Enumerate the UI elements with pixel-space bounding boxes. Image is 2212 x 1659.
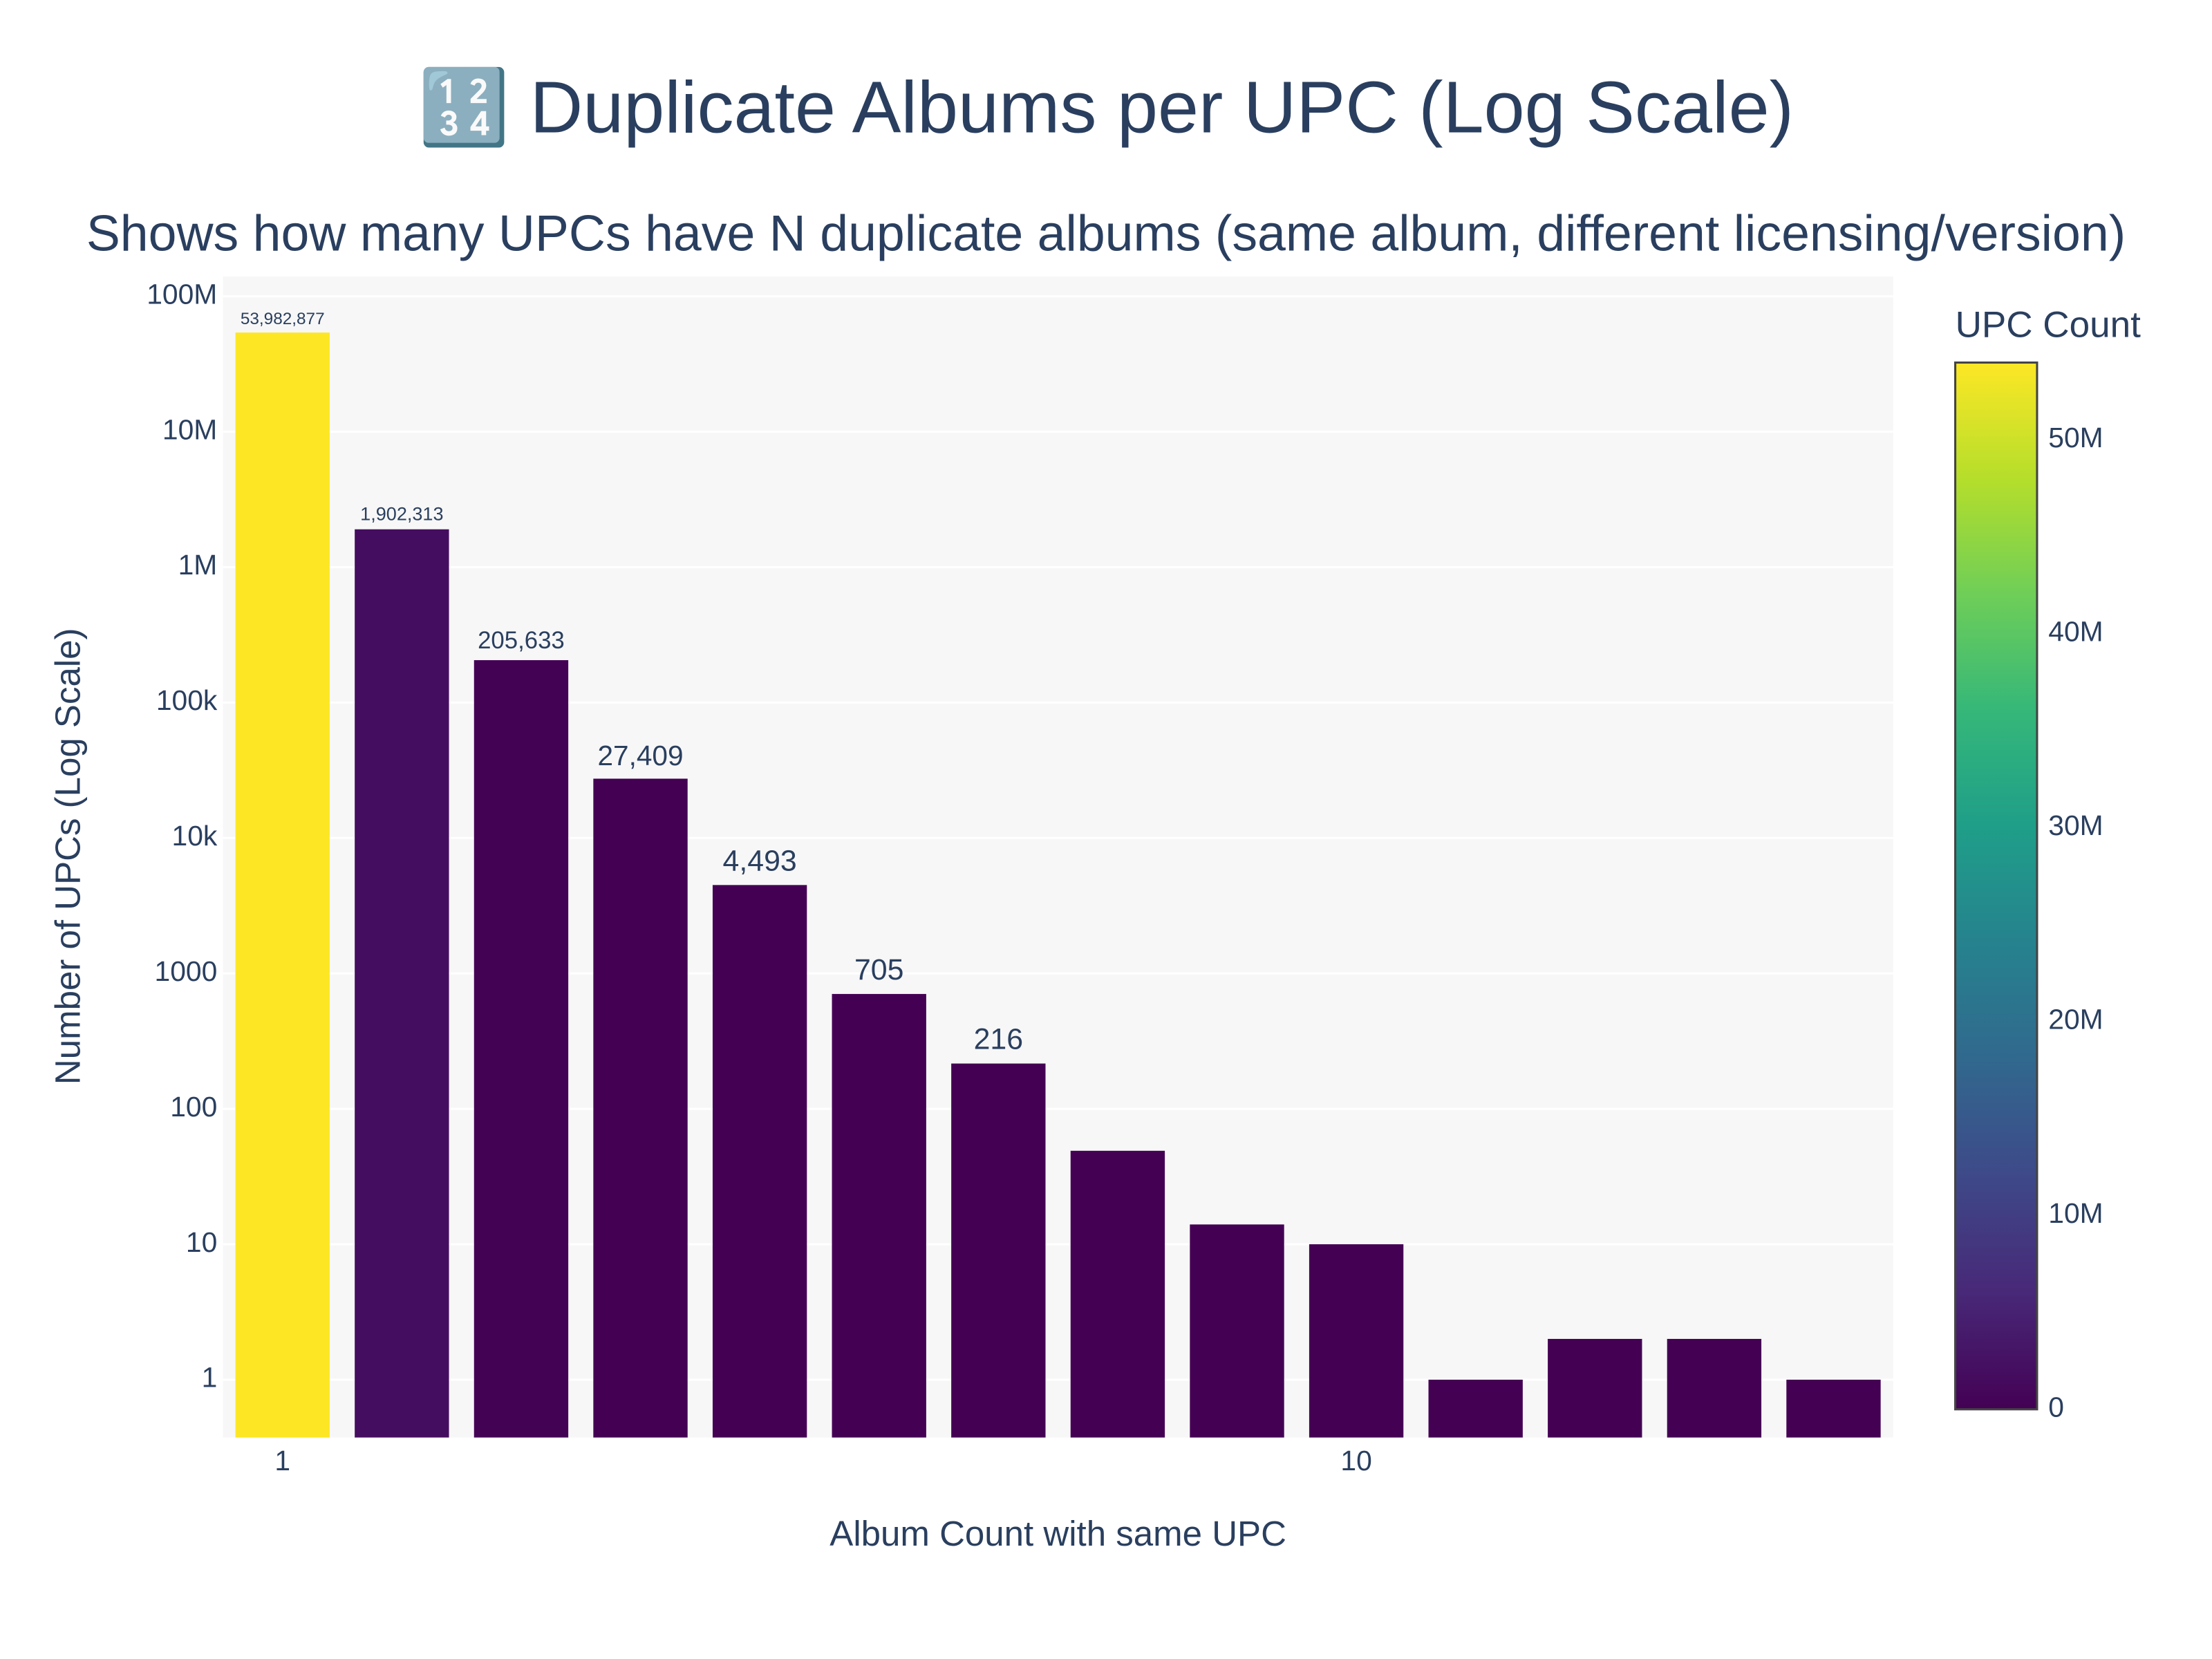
value-label: 53,982,877 xyxy=(241,310,325,328)
colorbar-tick-label: 20M xyxy=(2048,1004,2103,1035)
colorbar-tick-label: 0 xyxy=(2048,1391,2064,1423)
y-tick-label: 100M xyxy=(147,278,217,310)
colorbar-tick-label: 50M xyxy=(2048,422,2103,453)
bar xyxy=(1786,1379,1881,1438)
value-label: 4,493 xyxy=(723,845,797,878)
colorbar-title: UPC Count xyxy=(1956,304,2141,345)
value-label: 1,902,313 xyxy=(360,504,443,525)
x-tick-label: 1 xyxy=(274,1445,290,1477)
colorbar-tick-label: 10M xyxy=(2048,1197,2103,1229)
colorbar xyxy=(1954,361,2038,1411)
y-tick-label: 10 xyxy=(186,1226,217,1258)
colorbar-tick-label: 40M xyxy=(2048,616,2103,648)
y-tick-label: 10k xyxy=(172,820,218,852)
bar xyxy=(1309,1244,1404,1438)
plot-area xyxy=(223,276,1893,1438)
y-tick-label: 1 xyxy=(202,1362,218,1394)
value-label: 27,409 xyxy=(597,740,683,771)
bar xyxy=(832,993,926,1438)
bar xyxy=(593,778,688,1438)
y-tick-label: 100k xyxy=(156,684,218,716)
bar xyxy=(1070,1150,1165,1438)
y-tick-label: 10M xyxy=(162,413,217,445)
bar xyxy=(235,332,330,1438)
y-tick-label: 1000 xyxy=(155,955,218,987)
y-tick-label: 1M xyxy=(178,549,218,581)
bar xyxy=(1548,1338,1642,1438)
bar xyxy=(1190,1224,1284,1438)
y-axis-title: Number of UPCs (Log Scale) xyxy=(48,628,88,1085)
bar xyxy=(1667,1338,1762,1438)
bar xyxy=(355,529,449,1438)
bar xyxy=(474,660,569,1438)
colorbar-tick-label: 30M xyxy=(2048,809,2103,841)
x-axis-title: Album Count with same UPC xyxy=(830,1514,1286,1553)
x-tick-label: 10 xyxy=(1340,1445,1371,1477)
chart-subtitle: Shows how many UPCs have N duplicate alb… xyxy=(86,204,2126,261)
value-label: 205,633 xyxy=(478,628,565,654)
bar xyxy=(712,885,807,1438)
y-tick-label: 100 xyxy=(170,1091,217,1123)
chart-title: 🔢 Duplicate Albums per UPC (Log Scale) xyxy=(418,65,1794,149)
value-label: 216 xyxy=(974,1023,1023,1056)
value-label: 705 xyxy=(854,953,903,986)
bar xyxy=(1428,1379,1523,1438)
bar xyxy=(951,1063,1046,1438)
